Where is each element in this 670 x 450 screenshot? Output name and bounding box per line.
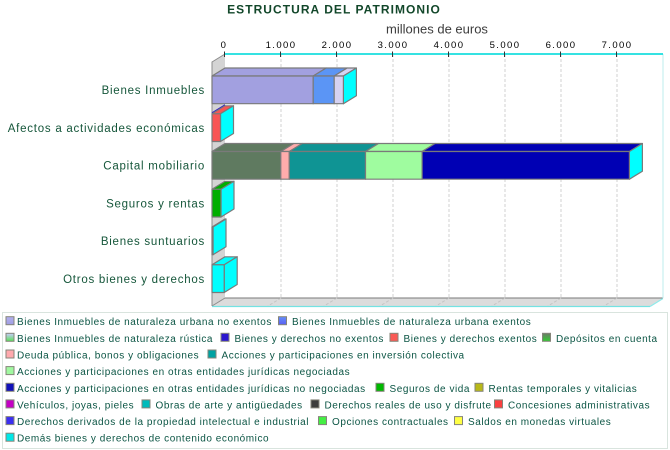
svg-text:5.000: 5.000 (490, 40, 521, 51)
svg-text:Seguros y rentas: Seguros y rentas (106, 198, 205, 210)
svg-text:Vehículos, joyas, pieles: Vehículos, joyas, pieles (17, 400, 134, 411)
svg-text:Bienes y derechos no exentos: Bienes y derechos no exentos (235, 334, 384, 345)
svg-text:Acciones y participaciones en: Acciones y participaciones en otras enti… (17, 384, 366, 395)
svg-text:Afectos a actividades económic: Afectos a actividades económicas (8, 123, 205, 135)
svg-text:1.000: 1.000 (266, 40, 297, 51)
svg-text:4.000: 4.000 (434, 40, 465, 51)
svg-text:Bienes Inmuebles de naturaleza: Bienes Inmuebles de naturaleza urbana ex… (292, 317, 531, 328)
svg-text:Concesiones administrativas: Concesiones administrativas (508, 400, 650, 411)
svg-text:Derechos derivados de la propi: Derechos derivados de la propiedad intel… (17, 417, 309, 428)
svg-text:millones de euros: millones de euros (386, 22, 488, 37)
svg-text:2.000: 2.000 (322, 40, 353, 51)
svg-text:Saldos en monedas virtuales: Saldos en monedas virtuales (468, 417, 611, 428)
svg-text:Bienes Inmuebles de naturaleza: Bienes Inmuebles de naturaleza rústica (17, 334, 213, 345)
svg-text:Acciones y participaciones en: Acciones y participaciones en inversión … (222, 351, 465, 362)
svg-text:Acciones y participaciones en: Acciones y participaciones en otras enti… (17, 367, 350, 378)
svg-text:Capital mobiliario: Capital mobiliario (103, 161, 205, 173)
svg-text:Otros bienes y derechos: Otros bienes y derechos (63, 274, 205, 286)
svg-text:Bienes suntuarios: Bienes suntuarios (101, 236, 205, 248)
svg-text:Bienes y derechos exentos: Bienes y derechos exentos (404, 334, 538, 345)
svg-text:0: 0 (221, 40, 228, 51)
svg-text:3.000: 3.000 (378, 40, 409, 51)
svg-text:Obras de arte y antigüedades: Obras de arte y antigüedades (156, 400, 303, 411)
svg-text:Seguros de vida: Seguros de vida (390, 384, 471, 395)
svg-text:6.000: 6.000 (546, 40, 577, 51)
svg-text:Deuda pública, bonos y obligac: Deuda pública, bonos y obligaciones (17, 351, 199, 362)
svg-text:Bienes Inmuebles de naturaleza: Bienes Inmuebles de naturaleza urbana no… (17, 317, 272, 328)
svg-text:Demás bienes y derechos de con: Demás bienes y derechos de contenido eco… (17, 434, 269, 445)
svg-text:ESTRUCTURA DEL PATRIMONIO: ESTRUCTURA DEL PATRIMONIO (227, 3, 441, 17)
svg-text:Depósitos en cuenta: Depósitos en cuenta (556, 334, 658, 345)
svg-text:Rentas temporales y vitalicias: Rentas temporales y vitalicias (489, 384, 638, 395)
svg-text:7.000: 7.000 (602, 40, 633, 51)
svg-text:Derechos reales de uso y disfr: Derechos reales de uso y disfrute (325, 400, 492, 411)
svg-text:Bienes Inmuebles: Bienes Inmuebles (102, 85, 205, 97)
svg-text:Opciones contractuales: Opciones contractuales (332, 417, 449, 428)
